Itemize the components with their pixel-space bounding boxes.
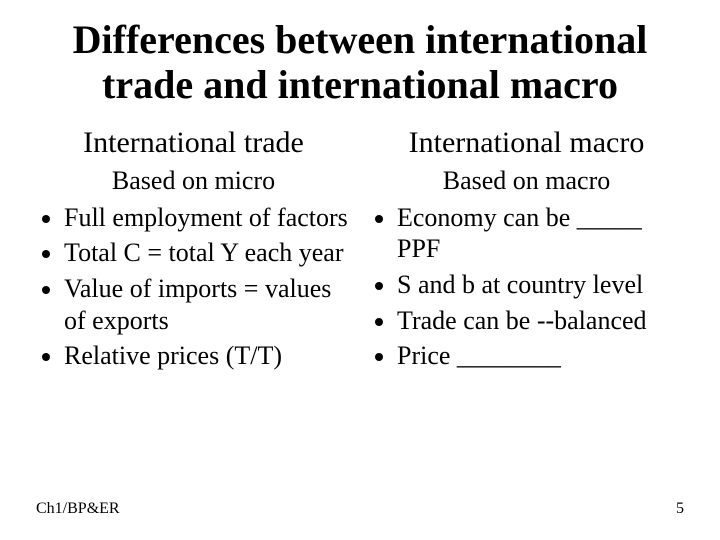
- list-item: Total C = total Y each year: [64, 237, 351, 269]
- slide-title: Differences between international trade …: [36, 18, 684, 108]
- title-line-2: trade and international macro: [102, 62, 618, 107]
- footer-left: Ch1/BP&ER: [36, 500, 120, 518]
- list-item: Value of imports = values of exports: [64, 273, 351, 336]
- left-bullets: Full employment of factors Total C = tot…: [36, 202, 351, 373]
- left-column: International trade Based on micro Full …: [36, 122, 351, 377]
- right-subhead: Based on macro: [369, 166, 684, 196]
- left-subhead: Based on micro: [36, 166, 351, 196]
- footer: Ch1/BP&ER 5: [36, 500, 684, 518]
- list-item: Price ________: [397, 340, 684, 372]
- right-column: International macro Based on macro Econo…: [369, 122, 684, 377]
- right-bullets: Economy can be _____ PPF S and b at coun…: [369, 202, 684, 373]
- list-item: S and b at country level: [397, 269, 684, 301]
- list-item: Full employment of factors: [64, 202, 351, 234]
- list-item: Relative prices (T/T): [64, 340, 351, 372]
- slide: Differences between international trade …: [0, 0, 720, 540]
- page-number: 5: [676, 500, 684, 518]
- left-column-header: International trade: [36, 126, 351, 160]
- right-column-header: International macro: [369, 126, 684, 160]
- list-item: Trade can be --balanced: [397, 305, 684, 337]
- title-line-1: Differences between international: [73, 17, 648, 62]
- columns: International trade Based on micro Full …: [36, 122, 684, 377]
- list-item: Economy can be _____ PPF: [397, 202, 684, 265]
